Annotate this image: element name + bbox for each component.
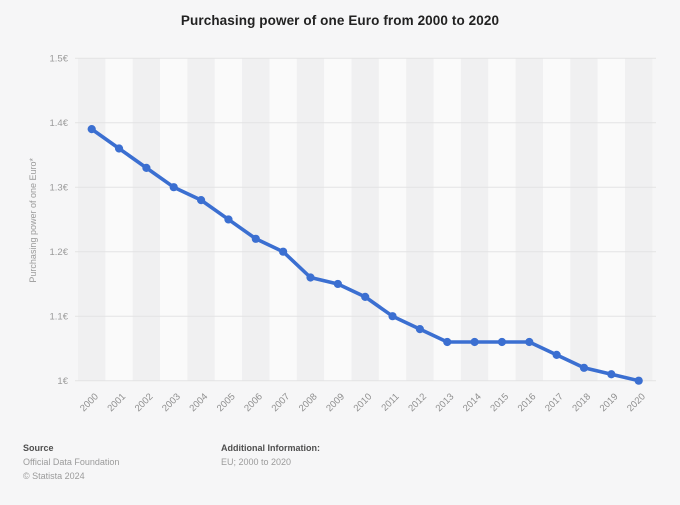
y-tick-label: 1€ (57, 376, 68, 387)
data-point-2012[interactable] (415, 325, 424, 334)
x-tick-label: 2010 (352, 391, 375, 414)
data-point-2005[interactable] (224, 215, 233, 224)
y-tick-label: 1.2€ (50, 247, 69, 258)
x-tick-label: 2001 (105, 391, 128, 414)
source-name: Official Data Foundation (23, 457, 120, 467)
data-point-2000[interactable] (87, 125, 96, 134)
x-tick-label: 2007 (270, 391, 293, 414)
data-point-2003[interactable] (169, 183, 178, 192)
plot-stripe (269, 58, 297, 381)
x-tick-label: 2009 (324, 391, 347, 414)
x-tick-label: 2014 (461, 391, 484, 414)
data-point-2014[interactable] (470, 337, 479, 347)
data-point-2010[interactable] (361, 292, 370, 301)
additional-info-block: Additional Information: EU; 2000 to 2020 (221, 441, 320, 469)
x-tick-label: 2012 (406, 391, 429, 414)
x-tick-label: 2000 (78, 391, 101, 414)
plot-stripe (324, 58, 352, 381)
plot-stripe (105, 58, 133, 381)
plot-stripe (433, 58, 461, 381)
x-tick-label: 2005 (215, 391, 238, 414)
chart-title: Purchasing power of one Euro from 2000 t… (180, 13, 500, 28)
y-tick-label: 1.3€ (50, 183, 69, 194)
data-point-2009[interactable] (333, 279, 342, 289)
data-point-2018[interactable] (579, 363, 589, 372)
plot-stripe (160, 58, 188, 381)
y-tick-label: 1.4€ (50, 118, 69, 129)
data-point-2017[interactable] (552, 350, 561, 359)
plot-stripe (570, 58, 598, 381)
x-tick-label: 2015 (488, 391, 511, 414)
data-point-2011[interactable] (388, 312, 397, 321)
x-tick-label: 2002 (133, 391, 156, 414)
plot-stripe (460, 58, 489, 381)
data-point-2006[interactable] (251, 234, 260, 243)
data-point-2007[interactable] (279, 247, 288, 256)
x-tick-label: 2018 (570, 391, 593, 414)
data-point-2004[interactable] (197, 196, 206, 205)
x-tick-label: 2019 (598, 391, 621, 414)
plot-stripe (542, 58, 571, 381)
data-point-2008[interactable] (306, 273, 315, 282)
plot-stripe (187, 58, 215, 381)
x-tick-label: 2016 (516, 391, 539, 414)
x-tick-label: 2004 (187, 391, 210, 414)
plot-stripe (515, 58, 543, 381)
plot-stripe (242, 58, 270, 381)
x-tick-label: 2006 (242, 391, 265, 414)
data-point-2016[interactable] (525, 337, 534, 347)
x-tick-label: 2008 (297, 391, 320, 414)
y-tick-label: 1.5€ (50, 54, 69, 65)
plot-stripe (296, 58, 325, 381)
plot-stripe (78, 58, 106, 381)
plot-stripe (488, 58, 516, 381)
plot-stripe (378, 58, 407, 381)
plot-stripe (625, 58, 653, 381)
copyright-text: © Statista 2024 (23, 471, 85, 481)
source-block: Source Official Data Foundation © Statis… (23, 441, 119, 483)
plot-stripe (597, 58, 626, 381)
data-point-2001[interactable] (114, 144, 124, 153)
source-label: Source (23, 443, 54, 453)
plot-stripe (132, 58, 161, 381)
x-tick-label: 2003 (160, 391, 183, 414)
y-tick-label: 1.1€ (50, 312, 69, 323)
data-point-2020[interactable] (634, 376, 643, 385)
data-point-2002[interactable] (142, 163, 151, 172)
x-tick-label: 2017 (543, 391, 566, 414)
additional-info-value: EU; 2000 to 2020 (221, 457, 292, 467)
x-tick-label: 2020 (625, 391, 648, 414)
x-tick-label: 2011 (379, 391, 401, 413)
additional-info-label: Additional Information: (221, 443, 320, 453)
data-point-2019[interactable] (607, 370, 616, 379)
plot-stripe (351, 58, 379, 381)
data-point-2013[interactable] (443, 337, 452, 347)
data-point-2015[interactable] (497, 337, 507, 347)
x-tick-label: 2013 (434, 391, 457, 414)
